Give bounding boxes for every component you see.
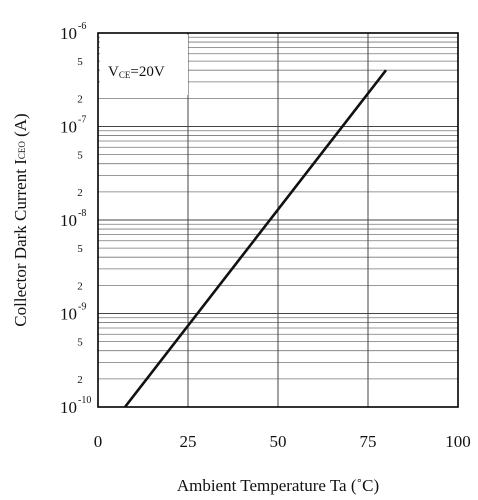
x-axis-label: Ambient Temperature Ta (˚C) xyxy=(177,476,379,495)
y-minor-tick-label: 2 xyxy=(77,187,83,199)
x-tick-label: 100 xyxy=(445,432,471,451)
y-tick-label: 10 xyxy=(60,24,77,43)
x-tick-label: 50 xyxy=(270,432,287,451)
y-tick-label: 10 xyxy=(60,118,77,137)
y-tick-exponent: -7 xyxy=(78,115,86,126)
condition-annotation: VCE=20V xyxy=(100,35,188,95)
series-line xyxy=(123,69,388,408)
y-minor-tick-label: 2 xyxy=(77,93,83,105)
y-axis-label: Collector Dark Current ICEO (A) xyxy=(11,113,30,326)
y-minor-tick-label: 5 xyxy=(77,150,83,162)
x-tick-label: 25 xyxy=(180,432,197,451)
y-tick-exponent: -9 xyxy=(78,302,86,313)
y-minor-tick-label: 5 xyxy=(77,337,83,349)
y-tick-exponent: -10 xyxy=(78,395,91,406)
annotation-box xyxy=(100,35,188,95)
y-minor-tick-label: 5 xyxy=(77,243,83,255)
y-tick-label: 10 xyxy=(60,398,77,417)
y-minor-tick-label: 5 xyxy=(77,56,83,68)
y-minor-tick-label: 2 xyxy=(77,280,83,292)
series-layer xyxy=(123,69,388,408)
x-tick-label: 75 xyxy=(360,432,377,451)
y-tick-label: 10 xyxy=(60,305,77,324)
y-tick-label: 10 xyxy=(60,211,77,230)
y-minor-tick-label: 2 xyxy=(77,374,83,386)
x-tick-label: 0 xyxy=(94,432,103,451)
annotation-text: VCE=20V xyxy=(108,64,165,80)
y-tick-exponent: -6 xyxy=(78,21,86,32)
y-tick-exponent: -8 xyxy=(78,208,86,219)
plot-frame xyxy=(97,32,459,408)
x-tick-labels: 0 25 50 75 100 xyxy=(94,432,471,451)
grid xyxy=(97,33,459,408)
